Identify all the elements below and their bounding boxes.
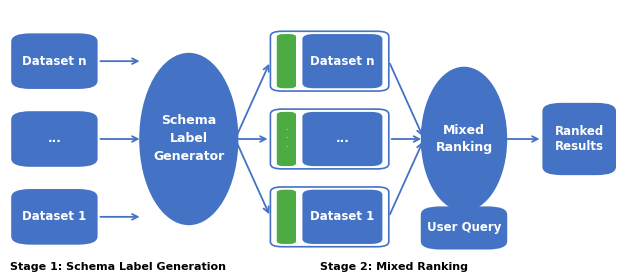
Text: Mixed
Ranking: Mixed Ranking [435,123,493,155]
Text: Dataset n: Dataset n [22,55,86,68]
FancyBboxPatch shape [270,31,388,91]
Text: Dataset 1: Dataset 1 [22,210,86,223]
Text: ...: ... [47,133,61,145]
Text: Dataset n: Dataset n [310,55,374,68]
Text: Dataset 1: Dataset 1 [310,210,374,223]
FancyBboxPatch shape [277,112,296,166]
Text: User Query: User Query [427,222,501,234]
FancyBboxPatch shape [303,112,383,166]
FancyBboxPatch shape [303,34,383,88]
Text: Schema
Label
Generator: Schema Label Generator [153,115,225,163]
FancyBboxPatch shape [277,34,296,88]
FancyBboxPatch shape [543,103,616,175]
Text: ...: ... [335,133,349,145]
FancyBboxPatch shape [270,109,388,169]
FancyBboxPatch shape [12,189,98,245]
FancyBboxPatch shape [421,206,507,250]
FancyBboxPatch shape [12,111,98,167]
Ellipse shape [421,67,507,211]
Text: Stage 2: Mixed Ranking: Stage 2: Mixed Ranking [320,262,468,272]
FancyBboxPatch shape [12,33,98,89]
Text: Stage 1: Schema Label Generation: Stage 1: Schema Label Generation [10,262,226,272]
Ellipse shape [140,53,238,225]
Text: Ranked
Results: Ranked Results [555,125,604,153]
FancyBboxPatch shape [303,190,383,244]
FancyBboxPatch shape [277,190,296,244]
FancyBboxPatch shape [270,187,388,247]
Text: ·
·
·: · · · [285,126,287,152]
